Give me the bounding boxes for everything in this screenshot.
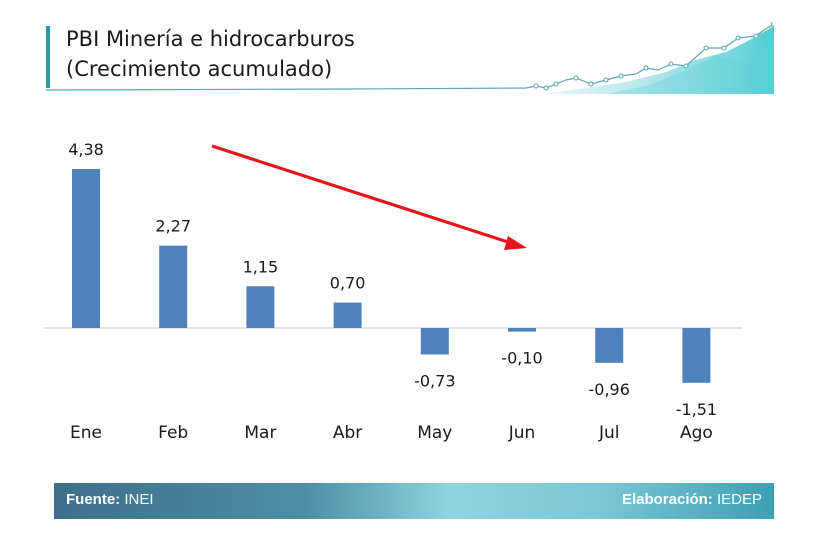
x-tick-label-may: May [417, 423, 452, 443]
chart-title: PBI Minería e hidrocarburos (Crecimiento… [66, 24, 355, 84]
title-accent-bar [46, 26, 50, 88]
source-note: Fuente: INEI [66, 491, 154, 508]
data-label-jul: -0,96 [588, 380, 629, 399]
chart-header: PBI Minería e hidrocarburos (Crecimiento… [46, 22, 774, 94]
credit-label: Elaboración: [621, 491, 713, 508]
bar-jul [595, 328, 624, 363]
data-label-feb: 2,27 [155, 217, 191, 236]
data-label-may: -0,73 [414, 371, 455, 390]
footer-bar: Fuente: INEI Elaboración: IEDEP [54, 483, 774, 519]
x-tick-label-abr: Abr [333, 423, 362, 443]
x-tick-label-jul: Jul [598, 423, 620, 443]
source-value: INEI [124, 491, 154, 508]
x-tick-label-jun: Jun [508, 423, 536, 443]
data-label-ago: -1,51 [676, 400, 717, 419]
bar-feb [159, 245, 188, 328]
title-line-2: (Crecimiento acumulado) [66, 57, 333, 81]
credit-note: Elaboración: IEDEP [622, 491, 762, 508]
bar-ago [682, 328, 711, 383]
bar-may [420, 328, 449, 355]
data-label-ene: 4,38 [68, 140, 104, 159]
trend-arrow-shaft [211, 144, 515, 246]
credit-value: IEDEP [716, 491, 762, 508]
data-label-jun: -0,10 [501, 349, 542, 368]
source-label: Fuente: [66, 491, 121, 508]
x-tick-label-ene: Ene [70, 423, 102, 443]
x-tick-label-ago: Ago [680, 423, 713, 443]
header-decoration-wave [46, 22, 774, 94]
title-line-1: PBI Minería e hidrocarburos [66, 27, 355, 51]
data-label-abr: 0,70 [330, 274, 366, 293]
bar-chart: 4,38 Ene 2,27 Feb 1,15 Mar 0,70 Abr -0,73 May -0,1… [43, 140, 742, 443]
bar-ene [72, 169, 100, 328]
bar-mar [246, 286, 275, 328]
x-tick-label-mar: Mar [244, 423, 276, 443]
trend-arrow-head [504, 236, 527, 250]
x-tick-label-feb: Feb [158, 423, 188, 443]
bar-abr [333, 302, 362, 328]
data-label-mar: 1,15 [243, 257, 279, 276]
bar-jun [508, 328, 536, 332]
